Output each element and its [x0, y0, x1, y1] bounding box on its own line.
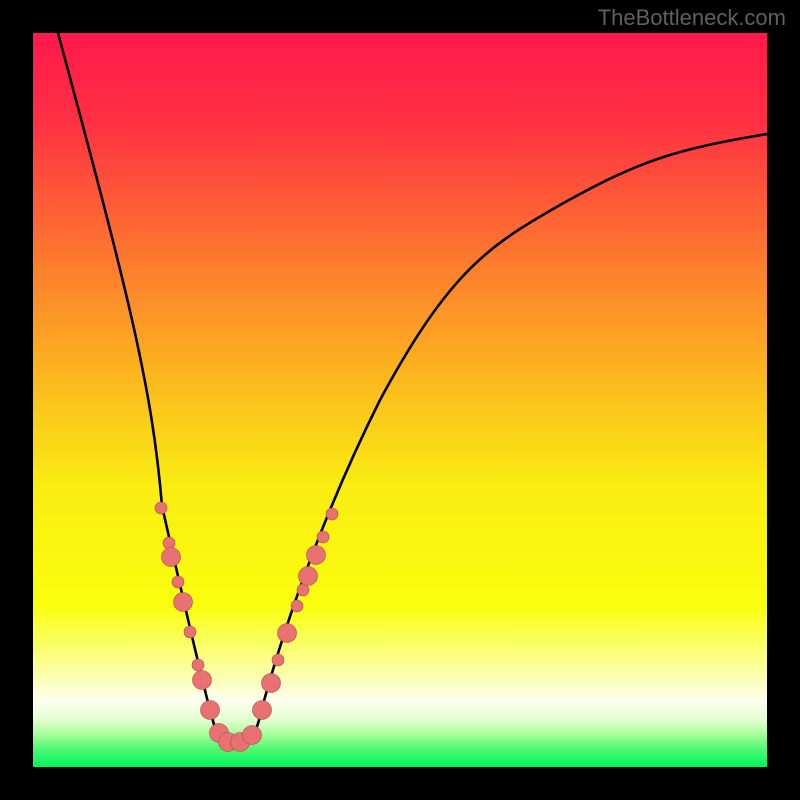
scatter-dot: [193, 671, 212, 690]
scatter-dot: [326, 508, 338, 520]
scatter-dot: [201, 701, 220, 720]
scatter-dot: [172, 576, 184, 588]
watermark-text: TheBottleneck.com: [598, 5, 786, 31]
scatter-dot: [307, 546, 326, 565]
scatter-dot: [192, 659, 204, 671]
scatter-dot: [297, 584, 309, 596]
scatter-dot: [184, 626, 196, 638]
bottleneck-chart: [0, 0, 800, 800]
scatter-dot: [155, 502, 167, 514]
scatter-dot: [299, 567, 318, 586]
scatter-dot: [253, 701, 272, 720]
scatter-dot: [272, 654, 284, 666]
scatter-dot: [162, 548, 181, 567]
plot-gradient-background: [33, 33, 767, 767]
scatter-dot: [243, 726, 262, 745]
scatter-dot: [174, 593, 193, 612]
scatter-dot: [278, 624, 297, 643]
scatter-dot: [291, 600, 303, 612]
scatter-dot: [262, 674, 281, 693]
scatter-dot: [163, 537, 175, 549]
scatter-dot: [317, 531, 329, 543]
